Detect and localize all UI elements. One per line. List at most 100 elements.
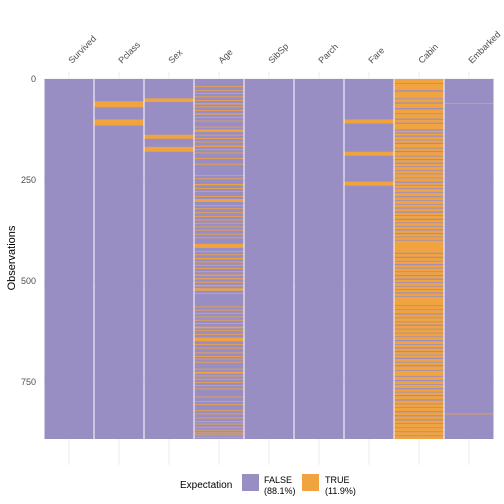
cell-true-cabin [394,103,444,109]
cell-true-cabin [394,133,444,136]
cell-true-cabin [394,272,444,275]
cell-true-age [194,421,244,423]
legend-label-true: TRUE [325,475,350,485]
legend-swatch-true [302,474,319,491]
cell-true-age [194,382,244,383]
cell-true-cabin [394,167,444,171]
cell-true-cabin [394,407,444,412]
cell-true-fare [344,119,394,124]
x-tick-label-survived: Survived [66,34,98,66]
cell-true-cabin [394,119,444,123]
cell-true-cabin [394,185,444,189]
y-tick-label: 500 [21,276,36,286]
cell-true-cabin [394,362,444,366]
cell-true-cabin [394,306,444,310]
cell-true-cabin [394,337,444,341]
cell-true-cabin [394,230,444,233]
cell-true-age [194,436,244,438]
cell-true-cabin [394,226,444,230]
cell-true-age [194,254,244,256]
legend-label-false: FALSE [264,475,292,485]
cell-true-age [194,215,244,217]
cell-true-cabin [394,359,444,362]
cell-true-age [194,385,244,387]
cell-true-cabin [394,223,444,227]
cell-true-cabin [394,205,444,208]
cell-true-age [194,288,244,291]
cell-true-cabin [394,424,444,428]
cell-true-cabin [394,188,444,193]
cell-true-cabin [394,257,444,261]
cell-true-cabin [394,384,444,389]
cell-true-age [194,106,244,108]
cell-true-age [194,251,244,252]
cell-true-age [194,93,244,94]
cell-true-age [194,188,244,189]
cell-true-cabin [394,376,444,381]
cell-true-age [194,434,244,436]
cell-true-cabin [394,370,444,376]
cell-true-cabin [394,212,444,216]
cell-true-age [194,96,244,98]
legend-pct-false: (88.1%) [264,486,296,496]
cell-true-age [194,404,244,406]
cell-true-age [194,344,244,345]
x-tick-label-pclass: Pclass [116,39,142,65]
cell-true-age [194,90,244,92]
cell-true-age [194,120,244,122]
cell-true-age [194,278,244,280]
y-tick-label: 750 [21,377,36,387]
legend-title: Expectation [180,480,232,491]
cell-true-age [194,337,244,342]
cell-true-age [194,226,244,228]
cell-true-cabin [394,171,444,174]
cell-true-pclass [94,101,144,108]
cell-true-cabin [394,412,444,416]
cell-true-cabin [394,293,444,296]
cell-true-cabin [394,400,444,404]
cell-true-age [194,199,244,202]
cell-true-age [194,158,244,159]
cell-false-embarked [444,79,494,439]
cell-true-age [194,358,244,360]
cell-true-age [194,388,244,390]
cell-true-age [194,257,244,260]
cell-true-cabin [394,420,444,424]
cell-true-cabin [394,428,444,432]
cell-true-age [194,233,244,235]
cell-true-age [194,208,244,210]
cell-true-cabin [394,355,444,358]
cell-true-cabin [394,286,444,290]
cell-false-pclass [94,79,144,439]
cell-true-age [194,145,244,147]
legend-swatch-false [242,474,259,491]
cell-true-cabin [394,237,444,240]
cell-true-age [194,281,244,283]
cell-true-pclass [94,119,144,126]
cell-true-cabin [394,333,444,337]
cell-true-cabin [394,432,444,436]
cell-true-cabin [394,83,444,91]
cell-true-age [194,333,244,335]
cell-true-cabin [394,234,444,237]
cell-true-fare [344,151,394,156]
cell-true-cabin [394,152,444,156]
cell-true-age [194,312,244,314]
cell-true-cabin [394,296,444,306]
cell-true-age [194,113,244,115]
cell-true-cabin [394,318,444,322]
cell-true-cabin [394,148,444,151]
cell-true-cabin [394,208,444,212]
cell-true-cabin [394,160,444,163]
y-axis-tick-labels: 0 250 500 750 [21,74,36,387]
cell-true-cabin [394,289,444,293]
cell-true-cabin [394,404,444,408]
cell-true-cabin [394,253,444,257]
cell-true-age [194,306,244,308]
cell-true-age [194,375,244,377]
x-tick-label-cabin: Cabin [416,42,440,66]
cell-true-age [194,184,244,186]
cell-true-age [194,243,244,248]
cell-true-age [194,86,244,88]
x-tick-label-parch: Parch [316,42,340,66]
